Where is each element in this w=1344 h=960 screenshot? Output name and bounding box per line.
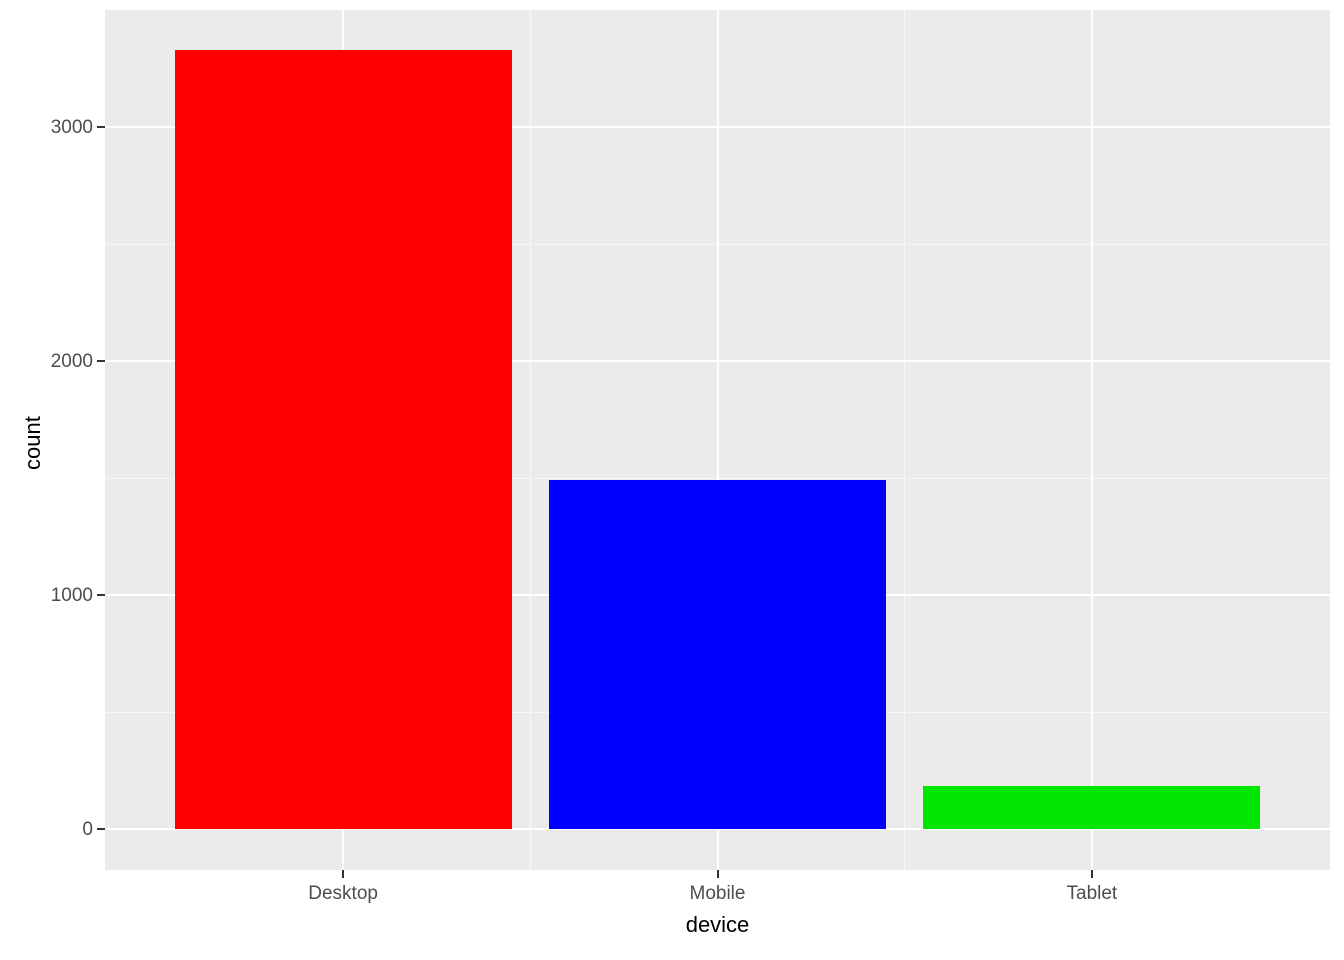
x-tick (1091, 870, 1093, 878)
bar (549, 480, 886, 829)
grid-v-minor (904, 10, 905, 870)
x-tick (717, 870, 719, 878)
y-tick (97, 126, 105, 128)
y-tick (97, 594, 105, 596)
y-tick-label: 1000 (51, 586, 93, 605)
bar (923, 786, 1260, 829)
y-axis-title: count (22, 416, 44, 470)
x-tick-label: Desktop (243, 884, 443, 903)
y-tick-label: 3000 (51, 118, 93, 137)
x-tick (342, 870, 344, 878)
x-tick-label: Tablet (992, 884, 1192, 903)
grid-v-major (1091, 10, 1093, 870)
x-axis-title: device (618, 914, 818, 936)
y-tick-label: 2000 (51, 352, 93, 371)
bar (175, 50, 512, 829)
y-tick-label: 0 (82, 820, 93, 839)
x-tick-label: Mobile (618, 884, 818, 903)
y-tick (97, 828, 105, 830)
grid-v-minor (530, 10, 531, 870)
chart-container: count device 0 1000 2000 3000 Desktop Mobile T… (0, 0, 1344, 960)
y-tick (97, 360, 105, 362)
